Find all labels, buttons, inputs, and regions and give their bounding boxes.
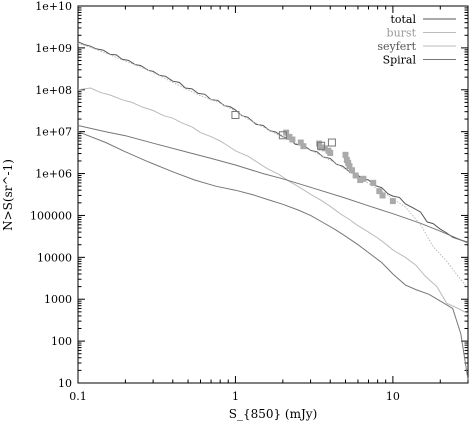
series-line-spiral [77,125,469,244]
x-axis-label: S_{850} (mJy) [229,407,318,421]
y-tick-label: 10000 [37,251,72,264]
observation-filled-point [316,140,323,147]
x-tick-label: 10 [386,390,400,403]
plot-frame [77,5,469,384]
observation-filled-point [327,149,334,156]
observation-filled-point [345,159,352,166]
series-line-burst [77,42,469,289]
observation-points [231,110,396,205]
observation-filled-point [318,144,325,151]
series-line-seyfert [77,87,469,315]
x-tick-label: 0.1 [69,390,87,403]
y-tick-label: 10 [58,377,72,390]
observation-filled-point [376,188,383,195]
series-line-spiral-dropoff [77,131,469,380]
y-tick-label: 1e+09 [35,42,72,55]
observation-filled-point [352,172,359,179]
observation-filled-point [346,163,353,170]
observation-filled-point [389,198,396,205]
observation-filled-point [349,167,356,174]
observation-open-point [317,141,326,150]
series-layer [77,41,469,380]
observation-open-point [278,131,287,140]
legend-label: burst [387,27,417,40]
observation-filled-point [289,136,296,143]
legend-label: seyfert [377,40,416,53]
observation-filled-point [357,177,364,184]
observation-open-point [327,138,336,147]
y-axis-label: N>S(sr^-1) [1,159,15,231]
y-tick-label: 1000 [44,293,72,306]
observation-filled-point [300,143,307,150]
observation-open-point [231,110,240,119]
y-tick-label: 1e+07 [35,126,72,139]
y-tick-label: 100 [51,335,72,348]
legend-label: Spiral [383,54,417,67]
y-tick-label: 1e+08 [35,84,72,97]
series-line-total [77,41,469,243]
observation-filled-point [379,192,386,199]
x-tick-label: 1 [232,390,239,403]
y-tick-label: 100000 [30,209,72,222]
y-tick-label: 1e+06 [35,168,72,181]
observation-filled-point [360,175,367,182]
observation-filled-point [370,179,377,186]
observation-filled-point [286,133,293,140]
legend-label: total [390,13,416,26]
observation-filled-point [297,139,304,146]
y-tick-label: 1e+10 [35,0,72,13]
observation-filled-point [342,151,349,158]
